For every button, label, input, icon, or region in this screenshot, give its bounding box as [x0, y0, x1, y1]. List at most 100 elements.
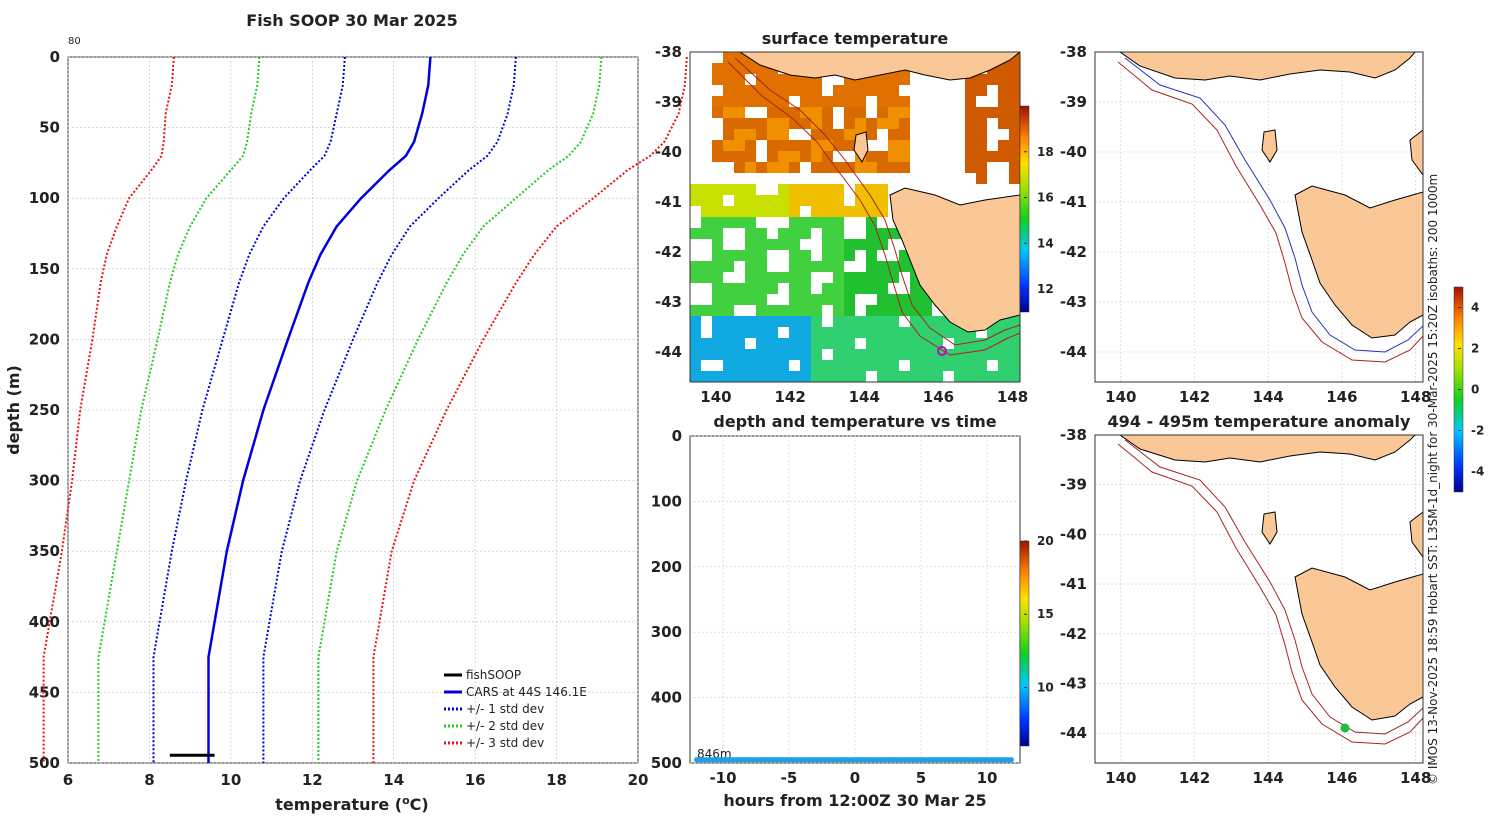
sst-cell: [690, 371, 701, 382]
timeseries-y-tick: 0: [672, 427, 682, 445]
sst-cell: [778, 118, 789, 129]
isobath-200m-3: [1124, 439, 1423, 735]
sst-cell: [734, 349, 745, 360]
sst-cell: [954, 360, 965, 371]
anomaly-marker: [1340, 723, 1350, 733]
sst-cell: [712, 217, 723, 228]
sst-cell: [712, 294, 723, 305]
legend-label-std3: +/- 3 std dev: [466, 736, 544, 750]
colorbar-label: -2: [1471, 424, 1484, 438]
sst-cell: [998, 360, 1009, 371]
sst-cell: [844, 316, 855, 327]
sst-cell: [965, 338, 976, 349]
sst-cell: [855, 206, 866, 217]
sst-cell: [932, 338, 943, 349]
sst-cell: [734, 107, 745, 118]
sst-cell: [756, 118, 767, 129]
sst-cell: [712, 272, 723, 283]
profile-y-tick: 350: [29, 542, 60, 560]
isobath-1000m-2: [1117, 61, 1423, 363]
sst-cell: [800, 272, 811, 283]
timeseries-x-tick: 10: [977, 769, 998, 787]
sst-cell: [877, 184, 888, 195]
sst-cell: [811, 338, 822, 349]
colorbar-label: 0: [1471, 383, 1479, 397]
sst-cell: [767, 129, 778, 140]
sst-cell: [866, 85, 877, 96]
sst-cell: [789, 118, 800, 129]
sst-cell: [822, 195, 833, 206]
sst-cell: [789, 283, 800, 294]
sst-cell: [987, 74, 998, 85]
sst-cell: [690, 261, 701, 272]
map-y-tick: -40: [655, 143, 682, 161]
sst-cell: [778, 228, 789, 239]
sst-cell: [1009, 316, 1020, 327]
sst-cell: [734, 96, 745, 107]
sst-cell: [789, 239, 800, 250]
map-y-tick: -39: [655, 93, 682, 111]
sst-cell: [998, 85, 1009, 96]
sst-cell: [1009, 371, 1020, 382]
sst-cell: [899, 107, 910, 118]
timeseries-title: depth and temperature vs time: [713, 412, 996, 431]
sst-cell: [712, 228, 723, 239]
sst-cell: [888, 338, 899, 349]
sst-cell: [899, 96, 910, 107]
sst-cell: [943, 327, 954, 338]
map-y-tick: -38: [655, 43, 682, 61]
sst-cell: [855, 239, 866, 250]
sst-cell: [723, 118, 734, 129]
sst-cell: [811, 305, 822, 316]
sst-cell: [998, 74, 1009, 85]
sst-cell: [723, 151, 734, 162]
sst-cell: [778, 184, 789, 195]
sst-cell: [877, 151, 888, 162]
sst-cell: [701, 217, 712, 228]
sst-cell: [866, 250, 877, 261]
sst-cell: [899, 162, 910, 173]
sst-cell: [822, 283, 833, 294]
sst-cell: [789, 261, 800, 272]
sst-cell: [910, 272, 921, 283]
sst-cell: [822, 96, 833, 107]
sst-cell: [877, 360, 888, 371]
sst-cell: [976, 140, 987, 151]
sst-cell: [976, 173, 987, 184]
sst-cell: [844, 107, 855, 118]
sst-cell: [723, 250, 734, 261]
sst-cell: [943, 316, 954, 327]
sst-cell: [822, 162, 833, 173]
bathy-map-content: [1117, 52, 1423, 363]
profile-y-tick: 250: [29, 401, 60, 419]
sst-cell: [987, 349, 998, 360]
sst-cell: [888, 327, 899, 338]
sst-cell: [822, 140, 833, 151]
isobath-200m: [734, 57, 1020, 346]
sst-cell: [877, 162, 888, 173]
sst-cell: [877, 239, 888, 250]
sst-cell: [712, 349, 723, 360]
sst-cell: [965, 140, 976, 151]
sst-cell: [778, 338, 789, 349]
sst-cell: [855, 349, 866, 360]
sst-cell: [767, 305, 778, 316]
sst-cell: [789, 74, 800, 85]
std1-lower-line: [152, 56, 346, 763]
sst-cell: [888, 316, 899, 327]
sst-cell: [1009, 118, 1020, 129]
sst-cell: [855, 371, 866, 382]
sst-cell: [833, 283, 844, 294]
sst-cell: [866, 360, 877, 371]
sst-cell: [712, 283, 723, 294]
sst-cell: [987, 107, 998, 118]
sst-cell: [855, 96, 866, 107]
sst-cell: [855, 162, 866, 173]
colorbar-label: 20: [1037, 534, 1054, 548]
sst-cell: [712, 250, 723, 261]
colorbar-label: 2: [1471, 342, 1479, 356]
sst-cell: [756, 327, 767, 338]
map-y-tick: -44: [1060, 724, 1087, 742]
sst-cell: [734, 360, 745, 371]
sst-cell: [734, 184, 745, 195]
